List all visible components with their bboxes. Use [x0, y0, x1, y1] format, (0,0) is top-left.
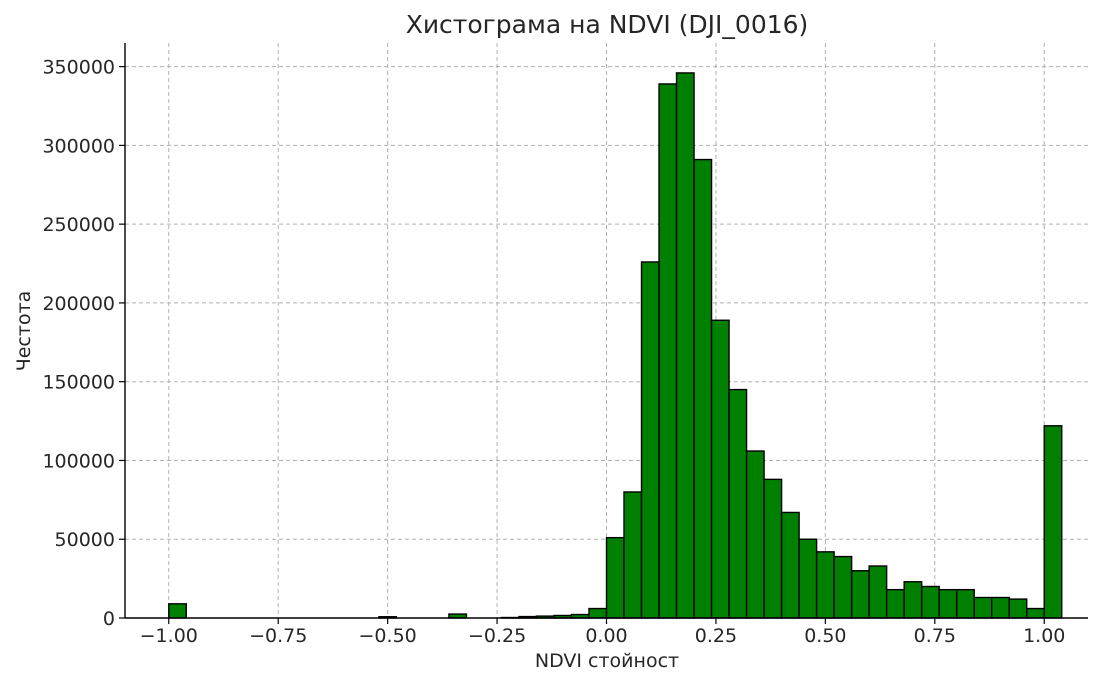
chart-title: Хистограма на NDVI (DJI_0016)	[406, 10, 809, 39]
histogram-bar	[955, 588, 975, 619]
x-axis-label: NDVI стойност	[535, 650, 679, 672]
y-axis-label: Честота	[13, 291, 35, 372]
histogram-bar	[675, 72, 695, 619]
x-tick-label: 0.00	[585, 625, 627, 647]
x-tick-label: 0.75	[914, 625, 956, 647]
y-tick-label: 300000	[42, 135, 115, 157]
histogram-bar	[920, 585, 940, 619]
histogram-bar	[168, 603, 187, 619]
grid-layer	[125, 43, 1088, 619]
y-tick-label: 50000	[55, 529, 115, 551]
y-tick-label: 250000	[42, 214, 115, 236]
histogram-bar	[623, 491, 643, 619]
histogram-bar	[710, 319, 730, 619]
histogram-bar	[780, 511, 800, 619]
histogram-bar	[885, 588, 905, 619]
y-tick-label: 350000	[42, 57, 115, 79]
histogram-bar	[693, 158, 713, 619]
histogram-bar	[973, 596, 993, 619]
x-tick-label: −0.75	[249, 625, 307, 647]
x-tick-label: −0.25	[468, 625, 526, 647]
x-tick-label: 1.00	[1023, 625, 1065, 647]
y-tick-label: 200000	[42, 293, 115, 315]
y-axis-ticks: 0 50000 100000 150000 200000 250000 300000 3500…	[42, 57, 125, 630]
histogram-bar	[605, 536, 625, 619]
histogram-bar	[763, 478, 783, 619]
x-tick-label: −1.00	[140, 625, 198, 647]
histogram-bar	[588, 607, 608, 619]
histogram-bar	[868, 565, 888, 619]
histogram-bar	[640, 261, 660, 619]
histogram-bar	[798, 538, 818, 619]
histogram-bar	[745, 450, 765, 619]
histogram-bar	[1043, 425, 1063, 619]
bars-layer	[168, 72, 1063, 619]
histogram-bar	[815, 551, 835, 619]
histogram-bar	[1008, 598, 1028, 619]
x-axis-ticks: −1.00 −0.75 −0.50 −0.25 0.00 0.25 0.50 0.75 1.00	[140, 618, 1065, 647]
y-tick-label: 150000	[42, 372, 115, 394]
histogram-bar	[991, 596, 1010, 619]
histogram-bar	[938, 588, 958, 619]
x-tick-label: −0.50	[359, 625, 417, 647]
x-tick-label: 0.50	[804, 625, 846, 647]
y-tick-label: 100000	[42, 450, 115, 472]
y-tick-label: 0	[103, 608, 115, 630]
histogram-bar	[903, 581, 923, 619]
histogram-bar	[658, 83, 678, 619]
x-tick-label: 0.25	[695, 625, 737, 647]
histogram-bar	[728, 388, 748, 619]
histogram-bar	[850, 570, 870, 619]
histogram-bar	[833, 555, 853, 619]
histogram-bar	[1026, 607, 1045, 619]
